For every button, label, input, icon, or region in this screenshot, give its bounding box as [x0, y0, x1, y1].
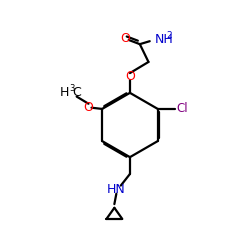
Text: NH: NH [155, 33, 174, 46]
Text: Cl: Cl [176, 102, 188, 116]
Text: HN: HN [107, 183, 126, 196]
Text: 3: 3 [69, 84, 74, 93]
Text: C: C [72, 86, 81, 99]
Text: O: O [84, 101, 94, 114]
Text: O: O [120, 32, 130, 45]
Text: H: H [60, 86, 69, 99]
Text: O: O [125, 70, 135, 83]
Text: 2: 2 [166, 31, 172, 40]
